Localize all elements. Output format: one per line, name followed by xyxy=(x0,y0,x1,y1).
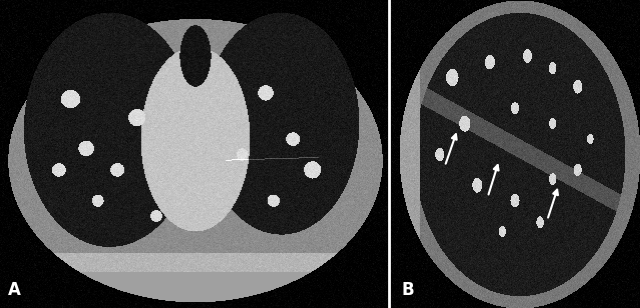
Text: B: B xyxy=(402,281,415,299)
Text: A: A xyxy=(8,281,20,299)
